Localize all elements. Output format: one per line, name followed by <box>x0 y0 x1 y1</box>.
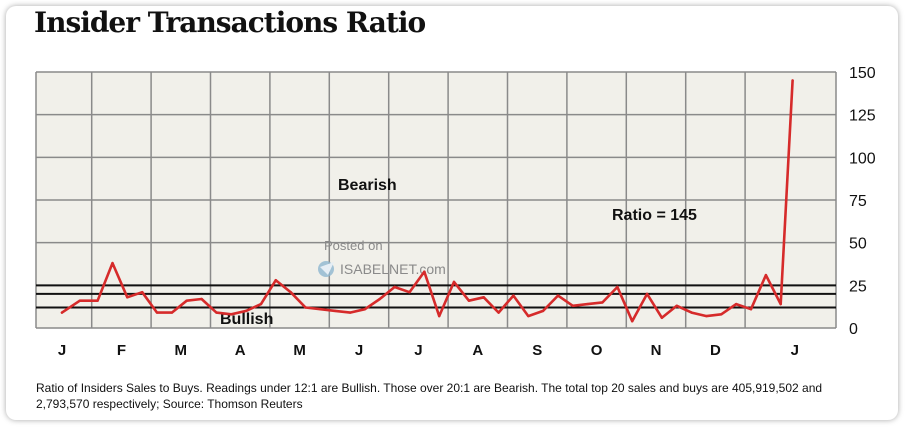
data-point <box>779 302 782 306</box>
x-tick-label: A <box>472 342 483 359</box>
y-tick-label: 150 <box>849 65 876 82</box>
chart-caption: Ratio of Insiders Sales to Buys. Reading… <box>36 381 823 411</box>
data-point <box>631 320 634 323</box>
x-tick-label: O <box>591 342 603 359</box>
watermark-line1: Posted on <box>324 238 383 253</box>
x-tick-label: M <box>293 342 306 359</box>
x-tick-label: J <box>58 342 66 359</box>
series-line-group <box>60 79 794 323</box>
data-point <box>319 308 322 311</box>
x-tick-label: S <box>532 342 542 359</box>
x-tick-label: M <box>175 342 188 359</box>
ratio-label: Ratio = 145 <box>612 207 697 224</box>
data-point <box>170 311 174 314</box>
chart-title: Insider Transactions Ratio <box>34 6 426 39</box>
data-point <box>791 79 794 82</box>
data-point <box>96 299 99 302</box>
data-point <box>645 292 649 296</box>
data-point <box>675 304 678 307</box>
data-point <box>215 311 218 314</box>
data-point <box>660 316 664 319</box>
data-point <box>586 302 589 306</box>
data-point <box>334 309 337 313</box>
x-tick-label: D <box>710 342 721 359</box>
data-point <box>363 308 367 311</box>
data-point <box>155 311 159 314</box>
data-point <box>482 296 485 299</box>
data-point <box>749 308 753 311</box>
series-line-0 <box>60 79 794 323</box>
x-tick-label: J <box>355 342 363 359</box>
data-point <box>230 313 233 316</box>
data-point <box>735 302 738 306</box>
data-point <box>423 270 426 273</box>
data-point <box>541 309 545 313</box>
y-tick-label: 0 <box>849 321 858 338</box>
data-point <box>690 311 693 314</box>
bullish-label: Bullish <box>220 311 273 328</box>
data-point <box>304 306 307 309</box>
data-point <box>393 285 396 289</box>
data-point <box>571 304 574 307</box>
x-tick-label: A <box>235 342 246 359</box>
data-point <box>78 299 82 302</box>
x-tick-label: J <box>414 342 422 359</box>
y-tick-labels: 0 25 50 75 100 125 150 <box>849 65 876 338</box>
y-tick-label: 100 <box>849 150 876 167</box>
bearish-label: Bearish <box>338 177 397 194</box>
watermark: Posted on ISABELNET.com <box>318 238 446 277</box>
x-tick-label: F <box>117 342 126 359</box>
y-tick-label: 125 <box>849 108 876 125</box>
watermark-logo-icon <box>318 261 334 277</box>
y-tick-label: 25 <box>849 278 867 295</box>
data-point <box>259 302 263 306</box>
data-point <box>705 314 708 318</box>
data-point <box>720 313 723 316</box>
data-point <box>126 296 129 299</box>
data-point <box>60 311 64 314</box>
data-point <box>452 280 456 284</box>
data-point <box>200 297 203 301</box>
x-tick-label: J <box>791 342 799 359</box>
data-point <box>601 301 604 304</box>
data-point <box>408 291 411 294</box>
data-point <box>497 311 500 314</box>
data-point <box>289 291 292 294</box>
data-point <box>527 314 530 318</box>
data-point <box>764 273 768 277</box>
data-point <box>185 299 188 302</box>
data-point <box>141 291 144 294</box>
data-point <box>467 299 471 302</box>
data-point <box>438 314 441 318</box>
x-tick-label: N <box>651 342 662 359</box>
data-point <box>111 261 114 265</box>
data-point <box>556 294 560 297</box>
watermark-line2: ISABELNET.com <box>340 261 446 277</box>
data-point <box>348 311 352 314</box>
data-point <box>512 294 515 297</box>
y-tick-label: 75 <box>849 193 867 210</box>
data-point <box>378 297 381 301</box>
y-tick-label: 50 <box>849 236 867 253</box>
data-point <box>244 309 248 313</box>
data-point <box>616 285 619 289</box>
data-point <box>274 279 277 282</box>
